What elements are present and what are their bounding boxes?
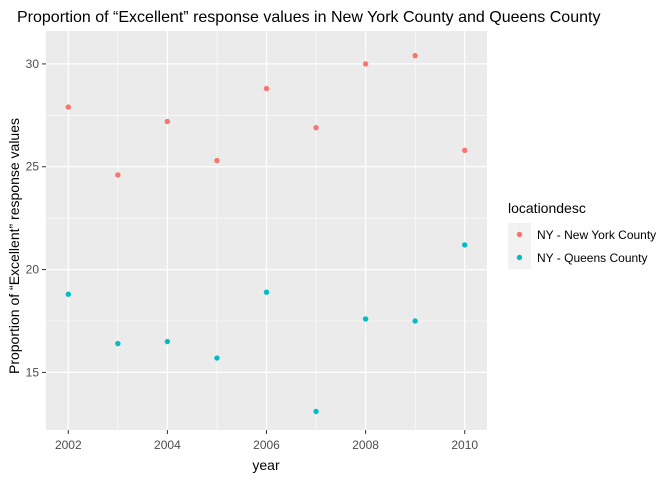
y-tick-label: 25 xyxy=(26,160,40,174)
data-point xyxy=(214,157,220,164)
data-point xyxy=(164,338,171,345)
legend-marker xyxy=(516,254,523,261)
data-point xyxy=(263,289,270,295)
x-axis-ticks: 2002 2004 2006 2008 2010 xyxy=(55,430,478,452)
data-point xyxy=(115,340,121,347)
data-point xyxy=(412,52,418,59)
data-point xyxy=(214,355,220,361)
legend: locationdesc NY - New York County NY - Qu… xyxy=(508,200,656,269)
data-point xyxy=(65,104,71,110)
y-tick-label: 15 xyxy=(26,365,40,379)
data-point xyxy=(412,318,418,324)
legend-label: NY - Queens County xyxy=(537,251,648,265)
data-point xyxy=(462,242,468,248)
x-tick-label: 2002 xyxy=(55,438,82,452)
x-tick-label: 2008 xyxy=(352,438,379,452)
data-points xyxy=(65,52,468,415)
x-tick-label: 2006 xyxy=(253,438,280,452)
legend-marker xyxy=(516,231,523,238)
x-tick-label: 2004 xyxy=(154,438,181,452)
data-point xyxy=(65,291,71,297)
data-point xyxy=(164,118,171,125)
x-tick-label: 2010 xyxy=(451,438,478,452)
data-point xyxy=(362,61,369,67)
data-point xyxy=(362,316,369,322)
y-tick-label: 30 xyxy=(26,57,40,71)
grid-lines xyxy=(46,31,487,430)
data-point xyxy=(115,172,121,178)
y-axis-title: Proportion of “Excellent” response value… xyxy=(6,118,22,374)
chart-title: Proportion of “Excellent” response value… xyxy=(17,9,600,26)
data-point xyxy=(462,147,468,153)
data-point xyxy=(313,408,319,415)
legend-label: NY - New York County xyxy=(537,228,656,242)
y-tick-label: 20 xyxy=(26,263,40,277)
data-point xyxy=(263,85,270,92)
y-axis-ticks: 15 20 25 30 xyxy=(26,57,46,379)
legend-title: locationdesc xyxy=(508,200,586,216)
x-axis-title: year xyxy=(252,457,280,473)
data-point xyxy=(313,124,319,131)
